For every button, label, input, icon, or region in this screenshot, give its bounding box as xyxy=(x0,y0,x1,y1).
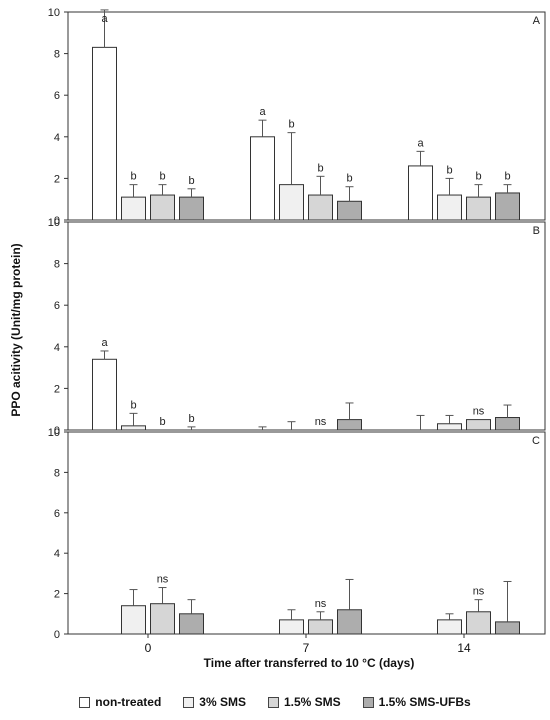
significance-label: ns xyxy=(473,406,485,418)
y-tick-label: 4 xyxy=(54,132,60,144)
bar xyxy=(308,194,333,221)
legend: non-treated 3% SMS 1.5% SMS 1.5% SMS-UFB… xyxy=(0,695,550,709)
bar xyxy=(466,419,491,431)
significance-label: b xyxy=(188,175,194,187)
significance-label: a xyxy=(417,137,424,149)
significance-label: b xyxy=(130,171,136,183)
y-tick-label: 10 xyxy=(48,7,60,19)
significance-label: a xyxy=(101,13,108,25)
significance-label: b xyxy=(188,413,194,425)
legend-item-non-treated: non-treated xyxy=(79,695,161,709)
bar xyxy=(179,613,204,635)
legend-item-1-5pct-sms: 1.5% SMS xyxy=(267,695,341,709)
panel-frame xyxy=(67,431,546,635)
legend-swatch xyxy=(267,696,279,708)
significance-label: b xyxy=(346,173,352,185)
y-tick-label: 0 xyxy=(54,629,60,641)
legend-label: 3% SMS xyxy=(199,695,246,709)
x-tick-label: 14 xyxy=(457,641,471,655)
significance-label: b xyxy=(317,162,323,174)
legend-label: 1.5% SMS xyxy=(283,695,341,709)
y-tick-label: 6 xyxy=(54,508,60,520)
bar xyxy=(495,417,520,431)
significance-label: a xyxy=(101,337,108,349)
panel-frame xyxy=(67,221,546,431)
y-tick-label: 0 xyxy=(54,215,60,227)
bar xyxy=(337,609,362,635)
bar xyxy=(150,194,175,221)
y-tick-label: 0 xyxy=(54,425,60,437)
legend-label: 1.5% SMS-UFBs xyxy=(378,695,471,709)
bar xyxy=(337,419,362,431)
significance-label: ns xyxy=(157,574,169,586)
bar xyxy=(308,619,333,635)
significance-label: b xyxy=(446,164,452,176)
panel-label: B xyxy=(533,225,540,237)
bar xyxy=(279,184,304,221)
bar xyxy=(121,196,146,221)
bar xyxy=(92,358,117,431)
significance-label: a xyxy=(259,106,266,118)
significance-label: ns xyxy=(315,416,327,428)
y-tick-label: 10 xyxy=(48,217,60,229)
bar xyxy=(437,423,462,431)
y-tick-label: 8 xyxy=(54,49,60,61)
significance-label: b xyxy=(475,171,481,183)
bar xyxy=(337,200,362,221)
significance-label: b xyxy=(504,171,510,183)
y-axis-title: PPO acitivity (Unit/mg protein) xyxy=(9,243,23,416)
x-tick-label: 7 xyxy=(303,641,310,655)
bar xyxy=(466,611,491,635)
bar xyxy=(121,425,146,431)
y-tick-label: 10 xyxy=(48,427,60,439)
legend-item-1-5pct-sms-ufbs: 1.5% SMS-UFBs xyxy=(362,695,471,709)
y-tick-label: 4 xyxy=(54,342,60,354)
y-tick-label: 6 xyxy=(54,90,60,102)
legend-label: non-treated xyxy=(95,695,162,709)
panel-label: A xyxy=(533,15,541,27)
panel-frame xyxy=(67,11,546,221)
significance-label: b xyxy=(288,119,294,131)
legend-swatch xyxy=(183,696,195,708)
significance-label: ns xyxy=(315,598,327,610)
bar xyxy=(466,196,491,221)
bar xyxy=(150,603,175,635)
y-tick-label: 2 xyxy=(54,383,60,395)
bar xyxy=(495,621,520,635)
bar xyxy=(437,194,462,221)
y-tick-label: 8 xyxy=(54,467,60,479)
bar xyxy=(495,192,520,221)
legend-swatch xyxy=(79,696,91,708)
chart-figure: PPO acitivity (Unit/mg protein) Time aft… xyxy=(9,7,546,670)
y-tick-label: 6 xyxy=(54,300,60,312)
y-tick-label: 4 xyxy=(54,548,60,560)
legend-swatch xyxy=(362,696,374,708)
bar xyxy=(179,196,204,221)
y-tick-label: 2 xyxy=(54,589,60,601)
bar xyxy=(279,619,304,635)
bar xyxy=(121,605,146,635)
significance-label: b xyxy=(159,416,165,428)
bar xyxy=(92,46,117,221)
y-tick-label: 2 xyxy=(54,173,60,185)
legend-item-3pct-sms: 3% SMS xyxy=(183,695,246,709)
panel-label: C xyxy=(532,435,540,447)
bar xyxy=(437,619,462,635)
bar xyxy=(408,165,433,221)
significance-label: ns xyxy=(473,586,485,598)
significance-label: b xyxy=(130,399,136,411)
x-tick-label: 0 xyxy=(145,641,152,655)
bar xyxy=(250,136,275,221)
x-axis-title: Time after transferred to 10 °C (days) xyxy=(204,656,415,670)
significance-label: b xyxy=(159,171,165,183)
y-tick-label: 8 xyxy=(54,259,60,271)
